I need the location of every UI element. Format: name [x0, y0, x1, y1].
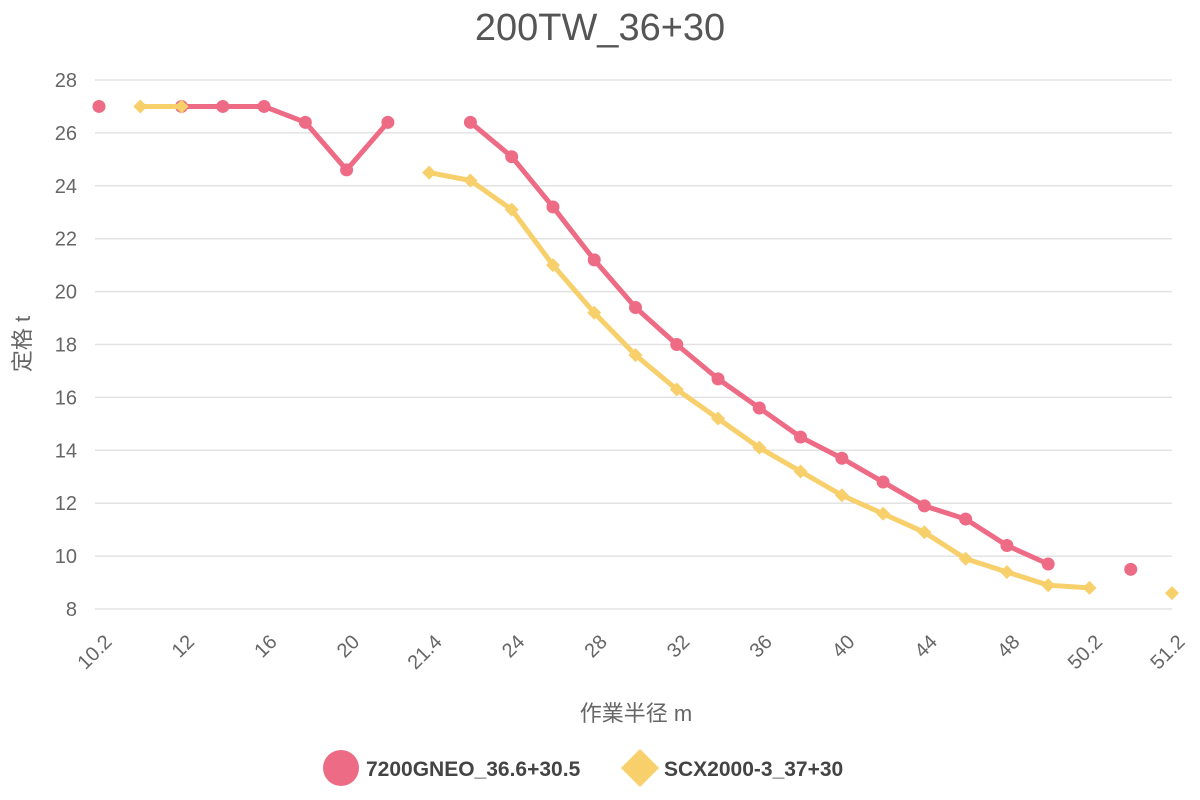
chart-title: 200TW_36+30 — [475, 7, 725, 49]
y-tick-label: 8 — [66, 599, 77, 621]
x-tick-label: 44 — [911, 631, 942, 662]
data-point[interactable] — [628, 348, 643, 363]
x-tick-label: 28 — [580, 631, 611, 662]
data-point[interactable] — [1082, 580, 1097, 595]
x-axis-ticks: 10.2 12 16 20 21.4 24 28 32 36 40 44 48 50.2 51.2 — [73, 631, 1189, 674]
series-2 — [133, 99, 1179, 601]
data-point[interactable] — [1041, 557, 1055, 571]
data-point[interactable] — [834, 488, 849, 503]
series-1 — [92, 99, 1138, 576]
data-point[interactable] — [752, 401, 766, 415]
grid-lines — [95, 79, 1172, 610]
x-tick-label: 24 — [498, 631, 529, 662]
y-tick-label: 18 — [55, 335, 77, 357]
data-point[interactable] — [587, 253, 601, 267]
data-point[interactable] — [711, 372, 725, 386]
x-tick-label: 21.4 — [404, 631, 447, 674]
data-point[interactable] — [587, 305, 602, 320]
x-tick-label: 32 — [663, 631, 694, 662]
y-tick-label: 28 — [55, 70, 77, 92]
data-point[interactable] — [835, 451, 849, 465]
series-line — [182, 106, 1131, 569]
data-point[interactable] — [794, 430, 808, 444]
data-point[interactable] — [876, 506, 891, 521]
data-point[interactable] — [133, 99, 148, 114]
data-point[interactable] — [669, 382, 684, 397]
data-point[interactable] — [1000, 539, 1014, 553]
series-layer — [92, 99, 1179, 601]
y-tick-label: 24 — [55, 176, 77, 198]
x-axis-title: 作業半径 m — [580, 701, 692, 726]
y-tick-label: 14 — [55, 440, 77, 462]
data-point[interactable] — [876, 475, 890, 489]
data-point[interactable] — [711, 411, 726, 426]
data-point[interactable] — [463, 173, 478, 188]
legend[interactable]: 7200GNEO_36.6+30.5 SCX2000-3_37+30 — [323, 749, 843, 787]
data-point[interactable] — [793, 464, 808, 479]
data-point[interactable] — [174, 99, 189, 114]
data-point[interactable] — [546, 200, 560, 214]
legend-label: SCX2000-3_37+30 — [664, 758, 843, 781]
legend-circle-marker — [323, 750, 359, 786]
y-tick-label: 20 — [55, 282, 77, 304]
data-point[interactable] — [999, 564, 1014, 579]
x-tick-label: 10.2 — [73, 631, 116, 674]
data-point[interactable] — [340, 163, 354, 177]
data-point[interactable] — [505, 150, 519, 164]
data-point[interactable] — [298, 115, 312, 129]
y-tick-label: 22 — [55, 229, 77, 251]
x-tick-label: 16 — [250, 631, 281, 662]
x-tick-label: 51.2 — [1146, 631, 1189, 674]
series-line — [140, 106, 1172, 593]
x-tick-label: 40 — [828, 631, 859, 662]
data-point[interactable] — [463, 115, 477, 129]
data-point[interactable] — [1165, 586, 1179, 601]
legend-label: 7200GNEO_36.6+30.5 — [366, 758, 581, 781]
legend-diamond-marker — [621, 749, 659, 787]
y-tick-label: 26 — [55, 123, 77, 145]
x-tick-label: 50.2 — [1064, 631, 1107, 674]
y-axis-ticks: 8 10 12 14 16 18 20 22 24 26 28 — [55, 70, 77, 621]
data-point[interactable] — [545, 258, 560, 273]
data-point[interactable] — [917, 525, 932, 540]
data-point[interactable] — [958, 551, 973, 566]
data-point[interactable] — [752, 440, 767, 455]
data-point[interactable] — [959, 512, 973, 526]
x-tick-label: 12 — [168, 631, 199, 662]
data-point[interactable] — [504, 202, 519, 217]
y-axis-title: 定格 t — [10, 316, 35, 372]
y-tick-label: 12 — [55, 493, 77, 515]
x-tick-label: 20 — [333, 631, 364, 662]
y-tick-label: 10 — [55, 546, 77, 568]
data-point[interactable] — [422, 165, 437, 180]
data-point[interactable] — [92, 99, 106, 113]
data-point[interactable] — [629, 300, 642, 314]
data-point[interactable] — [670, 338, 684, 351]
y-tick-label: 16 — [55, 387, 77, 409]
data-point[interactable] — [1124, 562, 1138, 576]
legend-item[interactable]: 7200GNEO_36.6+30.5 — [323, 750, 581, 786]
data-point[interactable] — [381, 115, 395, 129]
data-point[interactable] — [1041, 578, 1056, 593]
x-tick-label: 36 — [746, 631, 777, 662]
data-point[interactable] — [917, 499, 931, 513]
x-tick-label: 48 — [993, 631, 1024, 662]
data-point[interactable] — [257, 99, 271, 113]
data-point[interactable] — [216, 99, 230, 113]
legend-item[interactable]: SCX2000-3_37+30 — [621, 749, 843, 787]
